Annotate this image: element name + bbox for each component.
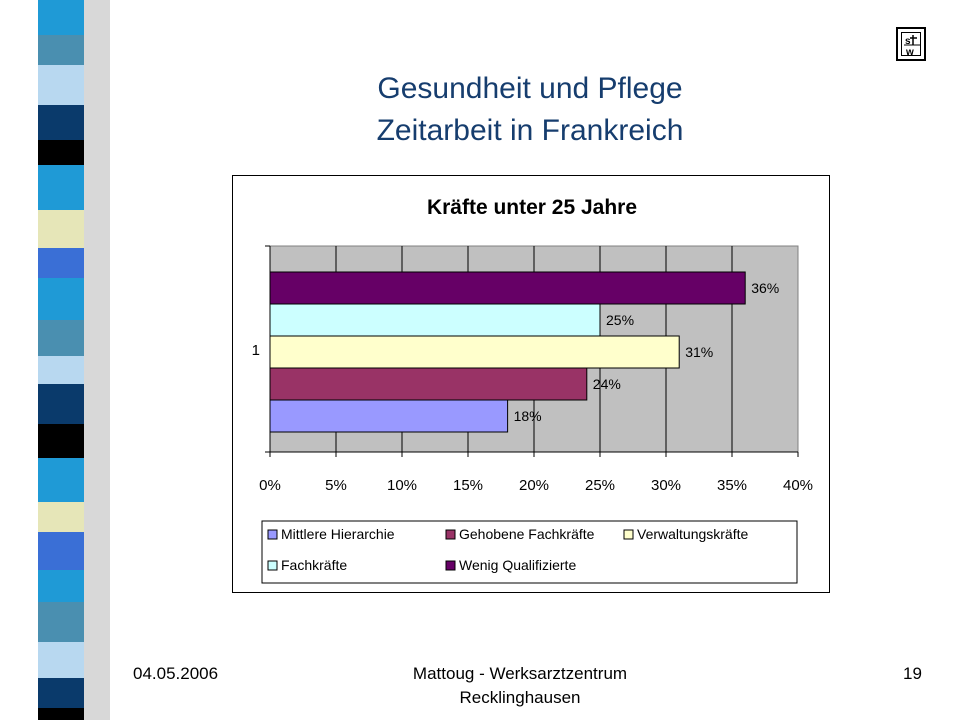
footer-organization: Mattoug - Werksarztzentrum Recklinghause… [390,662,650,710]
legend-label: Gehobene Fachkräfte [459,526,595,542]
bar-data-label: 18% [514,408,542,424]
bar-data-label: 31% [685,344,713,360]
chart-title: Kräfte unter 25 Jahre [427,196,637,219]
bar [269,303,601,337]
svg-text:s: s [905,36,911,47]
x-tick-label: 40% [783,477,813,494]
legend-swatch [445,529,456,540]
legend-label: Mittlere Hierarchie [281,526,395,542]
legend-swatch [623,529,634,540]
legend-label: Verwaltungskräfte [637,526,748,542]
svg-text:w: w [905,47,914,57]
x-axis: 0% 5% 10% 15% 20% 25% 30% 35% 40% [259,451,813,494]
slide-title-line2: Zeitarbeit in Frankreich [376,114,684,147]
bar-data-label: 25% [606,312,634,328]
legend-label: Fachkräfte [281,557,347,573]
page-number: 19 [903,664,922,683]
x-tick-label: 35% [717,477,747,494]
decorative-side-stripe [0,0,110,720]
legend-box [261,520,798,584]
bar [269,367,588,401]
y-axis: 1 [252,245,271,453]
slide-title-line1: Gesundheit und Pflege [377,72,683,105]
x-tick-label: 20% [519,477,549,494]
y-category-label: 1 [252,342,260,359]
bar [269,335,680,369]
bar [269,271,746,305]
bar [269,399,509,433]
footer-line1: Mattoug - Werksarztzentrum [412,664,628,683]
legend: Mittlere Hierarchie Gehobene Fachkräfte Ve… [261,520,798,584]
x-tick-label: 0% [259,477,281,494]
legend-swatch [267,560,278,571]
x-tick-label: 30% [651,477,681,494]
bar-data-label: 36% [751,280,779,296]
x-tick-label: 10% [387,477,417,494]
x-tick-label: 5% [325,477,347,494]
data-labels: 18% 24% 31% 25% 36% [514,280,780,424]
legend-swatch [267,529,278,540]
x-tick-label: 15% [453,477,483,494]
stw-logo-icon: s w [896,27,926,61]
legend-swatch [445,560,456,571]
x-tick-label: 25% [585,477,615,494]
footer-line2: Recklinghausen [459,688,581,707]
bar-data-label: 24% [593,376,621,392]
footer-date: 04.05.2006 [133,664,219,683]
legend-label: Wenig Qualifizierte [459,557,576,573]
